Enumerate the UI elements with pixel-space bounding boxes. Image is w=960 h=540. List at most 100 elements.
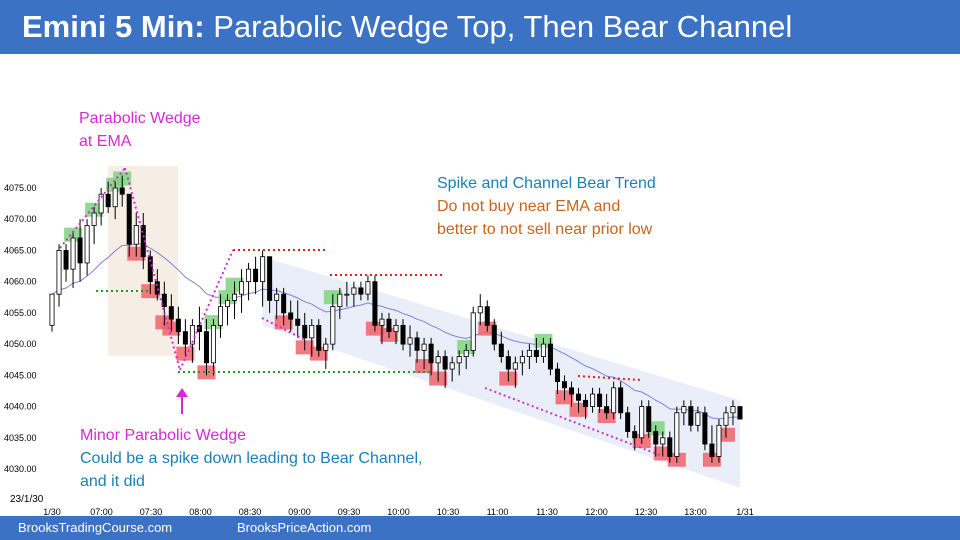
candle-body: [316, 324, 322, 351]
candle-body: [379, 318, 385, 326]
candle-body: [554, 368, 560, 382]
warning-line-1: Do not buy near EMA and: [437, 198, 621, 215]
x-tick-label: 1/31: [736, 507, 754, 517]
candle-body: [351, 287, 357, 295]
candle-body: [189, 324, 195, 345]
candle-body: [597, 393, 603, 407]
candle-body: [49, 293, 55, 326]
candle-body: [632, 431, 638, 439]
candle-body: [519, 356, 525, 364]
y-tick-label: 4070.00: [4, 214, 37, 224]
title-bar: Emini 5 Min: Parabolic Wedge Top, Then B…: [0, 0, 960, 54]
parabolic-wedge-line-2: at EMA: [79, 133, 132, 150]
candle-body: [91, 212, 97, 226]
candle-body: [611, 387, 617, 414]
candle-body: [126, 193, 132, 245]
candle-body: [372, 281, 378, 326]
candle-body: [681, 406, 687, 414]
candle-body: [386, 318, 392, 333]
footer-left-link[interactable]: BrooksTradingCourse.com: [18, 520, 173, 535]
candle-body: [84, 225, 90, 264]
x-tick-label: 1/30: [43, 507, 61, 517]
candle-body: [491, 324, 497, 345]
ema-line: [51, 242, 741, 420]
parabolic-wedge-line-1: Parabolic Wedge: [79, 110, 201, 127]
minor-wedge-line-3: and it did: [80, 473, 145, 490]
candle-body: [730, 406, 736, 414]
candle-body: [253, 268, 259, 283]
candle-body: [154, 281, 160, 295]
candle-body: [667, 437, 673, 457]
y-tick-label: 4045.00: [4, 370, 37, 380]
candle-body: [625, 412, 631, 432]
candle-body: [569, 387, 575, 395]
channel-line-2: [484, 387, 661, 456]
x-tick-label: 07:00: [90, 507, 113, 517]
candle-body: [133, 225, 139, 245]
candle-body: [428, 343, 434, 364]
candle-body: [533, 349, 539, 358]
candle-body: [196, 324, 202, 333]
warning-line-2: better to not sell near prior low: [437, 221, 653, 238]
candle-body: [576, 393, 582, 401]
candle-body: [112, 187, 118, 208]
footer-bar: BrooksTradingCourse.com BrooksPriceActio…: [0, 516, 960, 540]
candle-body: [414, 337, 420, 351]
candle-body: [702, 412, 708, 445]
candle-body: [344, 293, 350, 296]
candle-body: [358, 287, 364, 295]
candle-body: [239, 281, 245, 295]
title-bold: Emini 5 Min:: [22, 9, 205, 44]
candle-body: [660, 437, 666, 445]
candle-body: [470, 312, 476, 351]
candle-body: [281, 293, 287, 314]
x-tick-label: 12:00: [585, 507, 608, 517]
candle-body: [688, 406, 694, 426]
candle-body: [232, 293, 238, 301]
candle-body: [604, 406, 610, 414]
y-tick-label: 4060.00: [4, 277, 37, 287]
candle-body: [540, 343, 546, 358]
candle-body: [421, 343, 427, 351]
candle-body: [217, 306, 223, 326]
date-label: 23/1/30: [10, 494, 44, 505]
candle-body: [407, 337, 413, 345]
x-tick-label: 09:30: [338, 507, 361, 517]
y-tick-label: 4075.00: [4, 183, 37, 193]
y-tick-label: 4035.00: [4, 433, 37, 443]
candle-body: [400, 324, 406, 345]
candle-body: [547, 343, 553, 370]
candle-body: [203, 331, 209, 364]
minor-wedge-title: Minor Parabolic Wedge: [80, 427, 247, 444]
candle-body: [442, 356, 448, 370]
y-tick-label: 4040.00: [4, 402, 37, 412]
candle-body: [323, 343, 329, 351]
candle-body: [210, 324, 216, 364]
candle-body: [105, 193, 111, 208]
minor-wedge-line-2: Could be a spike down leading to Bear Ch…: [80, 450, 423, 467]
candle-body: [309, 324, 315, 339]
footer-right-link[interactable]: BrooksPriceAction.com: [237, 520, 372, 535]
candle-body: [590, 393, 596, 407]
candle-body: [246, 268, 252, 283]
candle-body: [260, 256, 266, 283]
candle-body: [583, 399, 589, 407]
candle-body: [716, 424, 722, 457]
candle-body: [337, 293, 343, 308]
candle-body: [147, 256, 153, 283]
candle-body: [56, 250, 62, 295]
candle-body: [456, 356, 462, 364]
y-tick-label: 4055.00: [4, 308, 37, 318]
candle-body: [561, 381, 567, 389]
candle-body: [365, 281, 371, 295]
x-tick-label: 10:00: [387, 507, 410, 517]
resistance-line-3: [577, 375, 642, 381]
candle-body: [674, 412, 680, 457]
x-tick-label: 08:00: [189, 507, 212, 517]
candle-body: [737, 406, 743, 420]
candle-body: [526, 349, 532, 358]
candle-body: [63, 250, 69, 270]
candle-body: [646, 406, 652, 432]
wedge-line-recover: [179, 249, 234, 371]
candle-body: [274, 293, 280, 301]
